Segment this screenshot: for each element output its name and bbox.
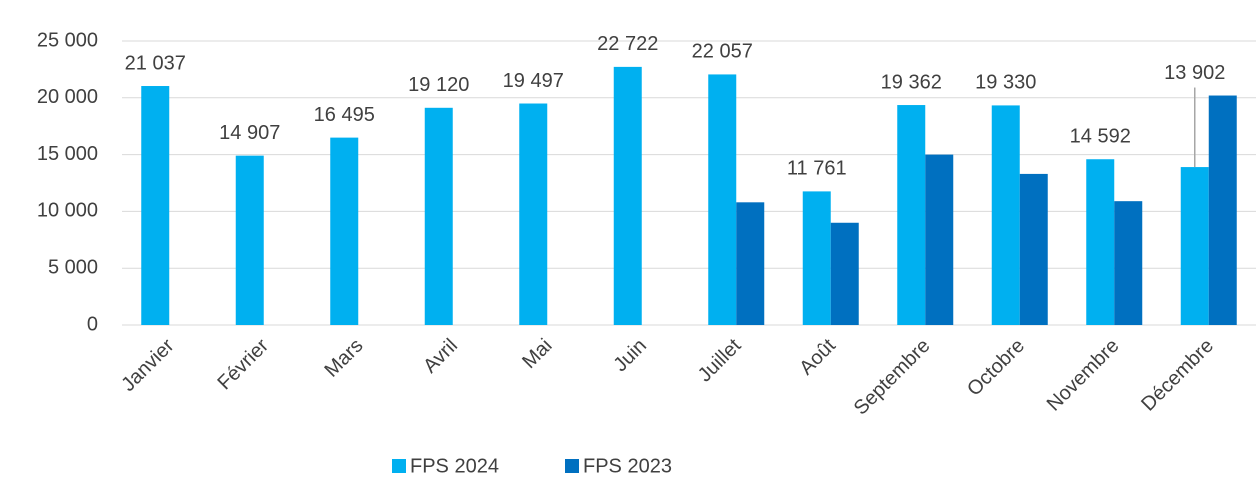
x-tick-label: Juillet (694, 334, 746, 386)
bar (925, 154, 954, 325)
x-tick-label: Novembre (1043, 335, 1124, 416)
data-label: 14 907 (219, 122, 280, 144)
x-tick-label: Septembre (850, 335, 935, 420)
bar (1208, 95, 1237, 325)
x-tick-label: Décembre (1137, 335, 1218, 416)
bar (1180, 167, 1209, 325)
x-tick-label: Février (213, 334, 273, 394)
legend-swatch (565, 459, 579, 473)
data-label: 19 330 (975, 72, 1036, 94)
y-tick-label: 10 000 (37, 200, 98, 222)
data-label: 19 120 (408, 74, 469, 96)
x-tick-label: Janvier (117, 334, 178, 395)
y-tick-label: 25 000 (37, 29, 98, 51)
bar (141, 86, 170, 325)
data-label: 19 362 (881, 71, 942, 93)
bar (1019, 173, 1048, 325)
y-tick-label: 15 000 (37, 143, 98, 165)
x-tick-label: Avril (419, 335, 462, 378)
bar (519, 103, 548, 326)
x-tick-label: Octobre (963, 335, 1029, 401)
data-label: 14 592 (1070, 126, 1131, 148)
data-label: 21 037 (125, 52, 186, 74)
legend-label: FPS 2023 (583, 455, 672, 477)
bar (897, 105, 926, 325)
bar (991, 105, 1020, 326)
data-label: 16 495 (314, 104, 375, 126)
x-tick-label: Mars (321, 335, 368, 382)
data-label: 11 761 (787, 158, 847, 180)
bar (830, 222, 859, 325)
y-tick-label: 5 000 (48, 256, 98, 278)
x-tick-label: Août (795, 334, 840, 379)
legend-swatch (392, 459, 406, 473)
bar (330, 137, 359, 325)
x-tick-label: Juin (610, 335, 652, 377)
bar (1114, 201, 1143, 325)
bar (736, 202, 765, 325)
legend-label: FPS 2024 (410, 455, 499, 477)
bar (708, 74, 737, 325)
x-tick-label: Mai (518, 335, 556, 373)
data-label: 13 902 (1164, 62, 1225, 84)
y-tick-label: 20 000 (37, 86, 98, 108)
bar (424, 107, 453, 325)
bar (802, 191, 831, 325)
bar (1086, 159, 1115, 325)
data-label: 22 722 (597, 33, 658, 55)
bar (613, 66, 642, 325)
data-label: 22 057 (692, 41, 753, 63)
y-tick-label: 0 (87, 313, 98, 335)
data-label: 19 497 (503, 70, 564, 92)
bar (235, 155, 264, 325)
